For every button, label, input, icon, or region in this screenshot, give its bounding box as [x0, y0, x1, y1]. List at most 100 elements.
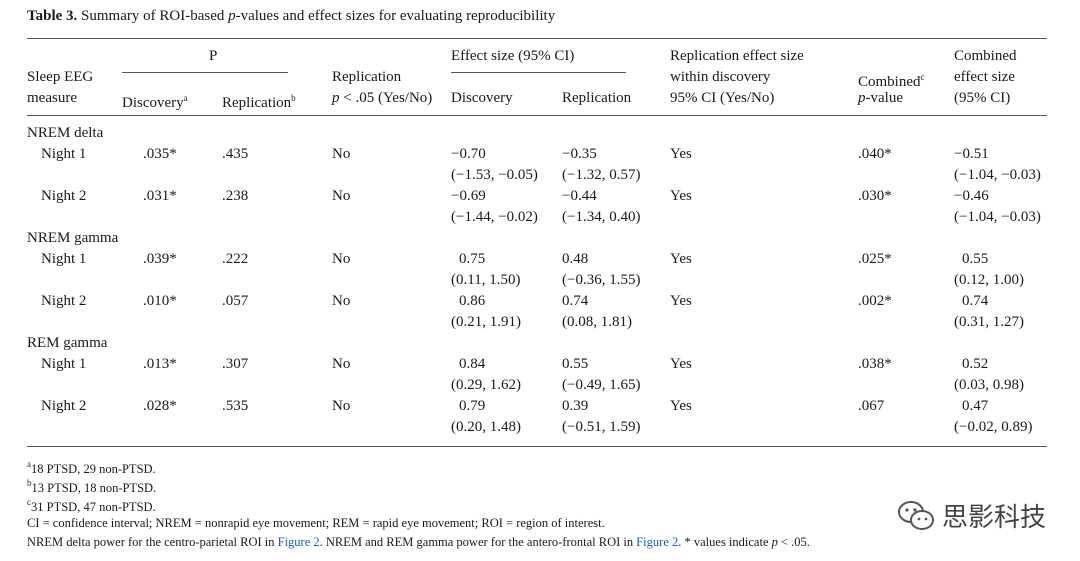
row-label: Night 2: [41, 398, 87, 414]
es-discovery-cell: −0.70: [451, 146, 486, 162]
p-replication-cell: .222: [222, 251, 249, 267]
header-replication-p-2: p < .05 (Yes/No): [332, 90, 433, 106]
p-discovery-cell: .035*: [143, 146, 177, 162]
header-sleep-eeg: Sleep EEG: [27, 69, 94, 85]
header-combined-p: p-value: [858, 90, 903, 106]
header-es-replication: Replication: [562, 90, 632, 106]
es-replication-cell: −0.35: [562, 146, 597, 162]
es-replication-ci-cell: (−0.36, 1.55): [562, 272, 641, 288]
combined-p-cell: .025*: [858, 251, 892, 267]
row-label: Night 1: [41, 251, 87, 267]
combined-es-ci-cell: (−0.02, 0.89): [954, 419, 1033, 435]
watermark: 思影科技: [896, 497, 1046, 534]
es-discovery-cell: 0.75: [459, 251, 486, 267]
row-label: Night 2: [41, 188, 87, 204]
replication-significant-cell: No: [332, 251, 351, 267]
combined-p-cell: .030*: [858, 188, 892, 204]
es-replication-ci-cell: (−0.51, 1.59): [562, 419, 641, 435]
bottom-rule: [27, 446, 1047, 447]
replication-significant-cell: No: [332, 398, 351, 414]
combined-es-cell: 0.55: [962, 251, 989, 267]
p-discovery-cell: .031*: [143, 188, 177, 204]
within-ci-cell: Yes: [670, 398, 692, 414]
footnote-a: a18 PTSD, 29 non-PTSD.: [27, 459, 156, 476]
es-replication-ci-cell: (0.08, 1.81): [562, 314, 632, 330]
figure-2-link[interactable]: Figure 2: [277, 535, 320, 549]
combined-p-cell: .002*: [858, 293, 892, 309]
watermark-text: 思影科技: [941, 503, 1046, 533]
p-discovery-cell: .039*: [143, 251, 177, 267]
group-label: NREM gamma: [27, 230, 119, 246]
combined-es-cell: 0.74: [962, 293, 989, 309]
p-replication-cell: .238: [222, 188, 249, 204]
p-discovery-cell: .028*: [143, 398, 177, 414]
header-comb-es-2: effect size: [954, 69, 1015, 85]
combined-p-cell: .067: [858, 398, 885, 414]
row-label: Night 1: [41, 356, 87, 372]
figure-2-link[interactable]: Figure 2: [636, 535, 679, 549]
replication-significant-cell: No: [332, 188, 351, 204]
replication-significant-cell: No: [332, 356, 351, 372]
es-replication-ci-cell: (−1.34, 0.40): [562, 209, 641, 225]
within-ci-cell: Yes: [670, 293, 692, 309]
replication-significant-cell: No: [332, 146, 351, 162]
wechat-icon: [896, 499, 936, 533]
header-rep-within-2: within discovery: [670, 69, 771, 85]
header-rep-within-1: Replication effect size: [670, 48, 804, 64]
top-rule: [27, 38, 1047, 39]
es-discovery-ci-cell: (0.20, 1.48): [451, 419, 521, 435]
combined-es-cell: −0.51: [954, 146, 989, 162]
combined-es-cell: 0.52: [962, 356, 989, 372]
table-title: Table 3. Summary of ROI-based p-values a…: [27, 8, 556, 24]
es-discovery-ci-cell: (−1.44, −0.02): [451, 209, 538, 225]
header-effect-size: Effect size (95% CI): [451, 48, 575, 64]
es-discovery-ci-cell: (0.21, 1.91): [451, 314, 521, 330]
header-comb-es-1: Combined: [954, 48, 1017, 64]
combined-es-ci-cell: (−1.04, −0.03): [954, 167, 1041, 183]
footnote-b: b13 PTSD, 18 non-PTSD.: [27, 478, 157, 495]
header-comb-es-3: (95% CI): [954, 90, 1011, 106]
header-replication: Replicationb: [222, 93, 296, 111]
header-replication-p-1: Replication: [332, 69, 402, 85]
p-replication-cell: .435: [222, 146, 249, 162]
es-replication-ci-cell: (−0.49, 1.65): [562, 377, 641, 393]
es-discovery-cell: 0.79: [459, 398, 486, 414]
es-discovery-cell: −0.69: [451, 188, 486, 204]
effect-size-subrule: [451, 72, 626, 73]
es-replication-cell: −0.44: [562, 188, 597, 204]
combined-p-cell: .038*: [858, 356, 892, 372]
header-combined: Combinedc: [858, 72, 925, 90]
es-discovery-cell: 0.86: [459, 293, 486, 309]
row-label: Night 2: [41, 293, 87, 309]
within-ci-cell: Yes: [670, 356, 692, 372]
header-measure: measure: [27, 90, 77, 106]
header-rep-within-3: 95% CI (Yes/No): [670, 90, 775, 106]
combined-es-cell: −0.46: [954, 188, 989, 204]
es-discovery-ci-cell: (0.11, 1.50): [451, 272, 521, 288]
p-subrule: [122, 72, 288, 73]
footnote-abbreviations: CI = confidence interval; NREM = nonrapi…: [27, 516, 605, 530]
p-discovery-cell: .010*: [143, 293, 177, 309]
footnote-note: NREM delta power for the centro-parietal…: [27, 535, 810, 549]
within-ci-cell: Yes: [670, 251, 692, 267]
p-replication-cell: .057: [222, 293, 249, 309]
group-label: NREM delta: [27, 125, 104, 141]
combined-es-ci-cell: (0.31, 1.27): [954, 314, 1024, 330]
combined-es-ci-cell: (0.03, 0.98): [954, 377, 1024, 393]
es-replication-cell: 0.39: [562, 398, 589, 414]
es-replication-cell: 0.48: [562, 251, 589, 267]
es-discovery-ci-cell: (−1.53, −0.05): [451, 167, 538, 183]
combined-es-ci-cell: (−1.04, −0.03): [954, 209, 1041, 225]
group-label: REM gamma: [27, 335, 108, 351]
es-replication-cell: 0.74: [562, 293, 589, 309]
row-label: Night 1: [41, 146, 87, 162]
es-discovery-ci-cell: (0.29, 1.62): [451, 377, 521, 393]
p-replication-cell: .307: [222, 356, 249, 372]
within-ci-cell: Yes: [670, 188, 692, 204]
combined-p-cell: .040*: [858, 146, 892, 162]
es-replication-ci-cell: (−1.32, 0.57): [562, 167, 641, 183]
header-discovery: Discoverya: [122, 93, 188, 111]
es-discovery-cell: 0.84: [459, 356, 486, 372]
combined-es-cell: 0.47: [962, 398, 989, 414]
header-p: P: [209, 48, 218, 64]
